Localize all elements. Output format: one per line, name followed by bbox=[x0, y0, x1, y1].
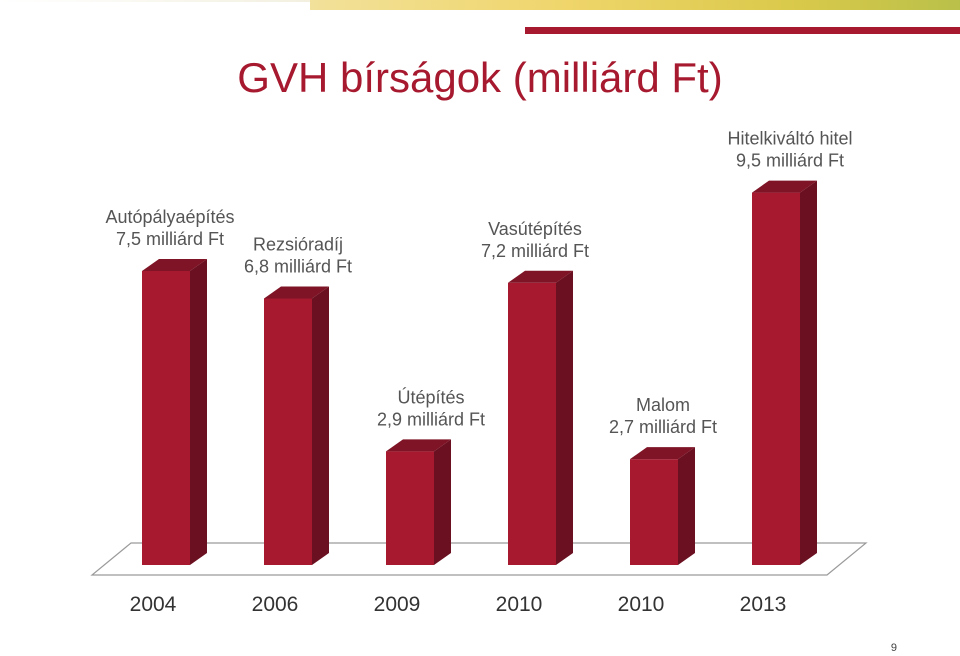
data-label: Útépítés bbox=[397, 386, 464, 407]
bar-top bbox=[508, 270, 573, 283]
bar-front bbox=[386, 451, 434, 565]
data-label: 7,2 milliárd Ft bbox=[481, 241, 589, 261]
x-tick-label: 2009 bbox=[374, 593, 421, 616]
bar-front bbox=[264, 298, 312, 565]
bar-front bbox=[630, 459, 678, 565]
bar-top bbox=[386, 439, 451, 452]
data-label: 2,9 milliárd Ft bbox=[377, 409, 485, 429]
data-label: Malom bbox=[636, 395, 690, 415]
header-gold-band bbox=[310, 0, 960, 10]
data-label: Autópályaépítés bbox=[105, 207, 234, 227]
x-tick-label: 2004 bbox=[130, 593, 177, 616]
bar-side bbox=[678, 447, 695, 565]
bar-top bbox=[752, 180, 817, 193]
data-label: 2,7 milliárd Ft bbox=[609, 417, 717, 437]
x-tick-label: 2010 bbox=[618, 593, 665, 616]
bar-front bbox=[752, 192, 800, 565]
bar-side bbox=[556, 270, 573, 565]
bar-side bbox=[190, 259, 207, 565]
x-tick-label: 2010 bbox=[496, 593, 543, 616]
bar-top bbox=[142, 259, 207, 271]
slide-number: 9 bbox=[890, 642, 897, 654]
data-label: Rezsióradíj bbox=[253, 234, 343, 254]
x-tick-label: 2006 bbox=[252, 593, 299, 616]
data-label: 6,8 milliárd Ft bbox=[244, 256, 352, 276]
slide-title: GVH bírságok (milliárd Ft) bbox=[237, 54, 723, 101]
bar-front bbox=[142, 271, 190, 565]
header-red-band bbox=[525, 27, 960, 34]
data-label: Hitelkiváltó hitel bbox=[727, 129, 852, 149]
data-label: 9,5 milliárd Ft bbox=[736, 151, 844, 171]
bar-top bbox=[630, 447, 695, 460]
x-tick-label: 2013 bbox=[740, 593, 787, 616]
bar-side bbox=[434, 439, 451, 565]
chart-floor bbox=[90, 542, 868, 576]
data-label: Vasútépítés bbox=[488, 219, 582, 239]
bar-side bbox=[312, 286, 329, 565]
bar-top bbox=[264, 286, 329, 299]
header-decoration-line bbox=[0, 0, 310, 2]
data-label: 7,5 milliárd Ft bbox=[116, 229, 224, 249]
bar-front bbox=[508, 282, 556, 565]
bar-side bbox=[800, 180, 817, 565]
